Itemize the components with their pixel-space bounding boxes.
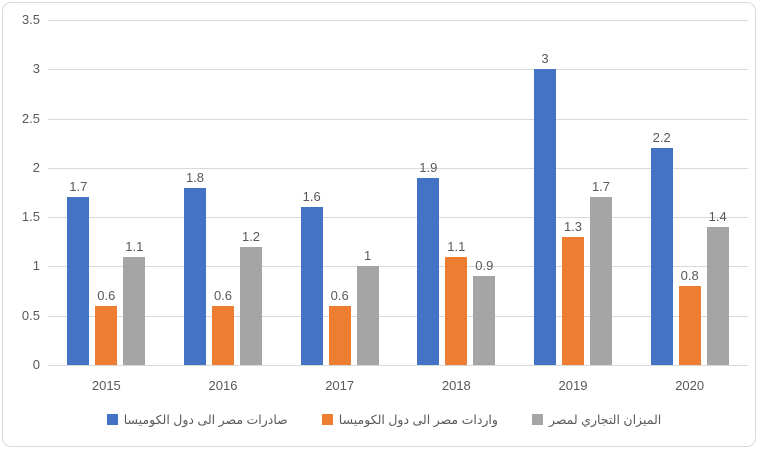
bar-value-label: 1 [364, 248, 372, 264]
bar: 0.9 [473, 258, 496, 365]
y-axis-tick-label: 3.5 [21, 12, 40, 27]
x-axis-category-label: 2018 [441, 378, 471, 393]
bar: 1.1 [123, 239, 146, 365]
bar-value-label: 2.2 [652, 130, 671, 146]
legend-label: صادرات مصر الى دول الكوميسا [123, 413, 288, 427]
bar: 1.7 [589, 179, 612, 365]
gridline [48, 69, 748, 71]
bar-value-label: 1.9 [419, 159, 438, 175]
gridline [48, 217, 748, 219]
legend-label: واردات مصر الى دول الكوميسا [338, 413, 498, 427]
bar: 1.9 [417, 160, 440, 365]
bar-value-label: 0.8 [680, 268, 699, 284]
bar-value-label: 1.1 [447, 238, 466, 254]
y-axis-tick-label: 1.5 [21, 209, 40, 225]
bar-cluster: 1.7 0.6 1.1 [48, 20, 165, 365]
bar: 1.2 [239, 229, 262, 365]
bar-cluster: 2.2 0.8 1.4 [631, 20, 748, 365]
legend-item: صادرات مصر الى دول الكوميسا [106, 412, 288, 427]
bar: 1 [356, 248, 379, 365]
gridline [48, 167, 748, 169]
bar-value-label: 1.8 [185, 169, 205, 185]
bar-value-label: 0.6 [97, 287, 116, 303]
x-axis-category-label: 2016 [208, 378, 238, 393]
bar: 2.2 [650, 130, 673, 365]
x-axis-category-label: 2020 [675, 378, 705, 393]
y-axis-tick-label: 2 [32, 159, 40, 175]
bar-value-label: 0.9 [475, 258, 494, 274]
y-axis-tick-label: 3 [32, 61, 40, 77]
bar: 0.6 [211, 288, 234, 365]
x-axis-category-label: 2017 [325, 378, 355, 393]
bar-value-label: 3 [541, 51, 549, 67]
y-axis-tick-label: 1 [32, 258, 40, 274]
legend-marker-icon [531, 414, 543, 425]
bar-cluster: 1.8 0.6 1.2 [165, 20, 282, 365]
legend: صادرات مصر الى دول الكوميسا واردات مصر ال… [0, 412, 768, 427]
bar-value-label: 1.7 [69, 179, 88, 195]
bar-value-label: 1.2 [241, 228, 261, 244]
x-axis-category-label: 2019 [558, 378, 588, 393]
gridline [48, 315, 748, 317]
bar-cluster: 1.9 1.1 0.9 [398, 20, 515, 365]
bar-value-label: 1.3 [563, 218, 583, 234]
bar-value-label: 1.1 [125, 238, 144, 254]
legend-marker-icon [106, 414, 118, 425]
bar: 0.6 [328, 288, 351, 365]
bar-value-label: 1.4 [708, 209, 727, 224]
x-axis-category-label: 2015 [91, 378, 121, 393]
bar: 1.7 [67, 179, 90, 365]
bar: 1.4 [706, 209, 729, 365]
bar: 0.8 [678, 268, 701, 365]
bar: 1.3 [561, 219, 584, 365]
bar-cluster: 3 1.3 1.7 [515, 20, 632, 365]
legend-label: الميزان التجاري لمصر [548, 413, 662, 427]
bar: 1.6 [300, 189, 323, 365]
gridline [48, 118, 748, 120]
bar-value-label: 1.7 [591, 179, 611, 195]
y-axis-tick-label: 0.5 [21, 307, 40, 323]
y-axis-tick-label: 0 [32, 357, 40, 372]
bar-value-label: 0.6 [213, 287, 233, 303]
gridline [48, 20, 748, 21]
gridline [48, 266, 748, 268]
gridline [48, 365, 748, 366]
bar: 0.6 [95, 288, 118, 365]
bar: 1.8 [183, 170, 206, 365]
bar: 1.1 [445, 239, 468, 365]
legend-item: واردات مصر الى دول الكوميسا [321, 412, 498, 427]
bar: 3 [533, 51, 556, 365]
bar-value-label: 1.6 [302, 189, 321, 205]
bar-cluster: 1.6 0.6 1 [281, 20, 398, 365]
bar-value-label: 0.6 [330, 287, 349, 303]
y-axis-tick-label: 2.5 [21, 110, 40, 126]
legend-marker-icon [321, 414, 333, 425]
legend-item: الميزان التجاري لمصر [531, 412, 662, 427]
